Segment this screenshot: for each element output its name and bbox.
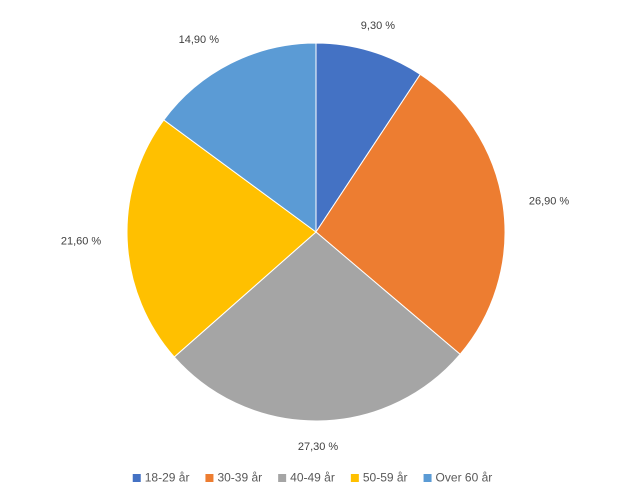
legend-label: 30-39 år xyxy=(217,471,262,485)
pie-slice xyxy=(315,42,421,234)
legend-swatch xyxy=(278,474,287,482)
legend-swatch xyxy=(132,474,141,482)
legend-swatch xyxy=(423,474,432,482)
pie-slice xyxy=(163,42,317,233)
pie-slice xyxy=(173,231,461,422)
legend-swatch xyxy=(350,474,359,482)
legend-label: 18-29 år xyxy=(145,471,190,485)
legend: 18-29 år 30-39 år 40-49 år 50-59 år Over 60 … xyxy=(132,471,493,485)
legend-swatch xyxy=(205,474,214,482)
data-label: 27,30 % xyxy=(298,441,339,453)
data-label: 26,90 % xyxy=(529,196,570,208)
legend-label: Over 60 år xyxy=(436,471,493,485)
legend-label: 50-59 år xyxy=(363,471,408,485)
data-label: 21,60 % xyxy=(61,235,102,247)
data-label: 9,30 % xyxy=(361,20,395,32)
legend-label: 40-49 år xyxy=(290,471,335,485)
pie-slice xyxy=(126,119,317,358)
data-label: 14,90 % xyxy=(179,34,220,46)
pie-slice xyxy=(315,73,506,355)
